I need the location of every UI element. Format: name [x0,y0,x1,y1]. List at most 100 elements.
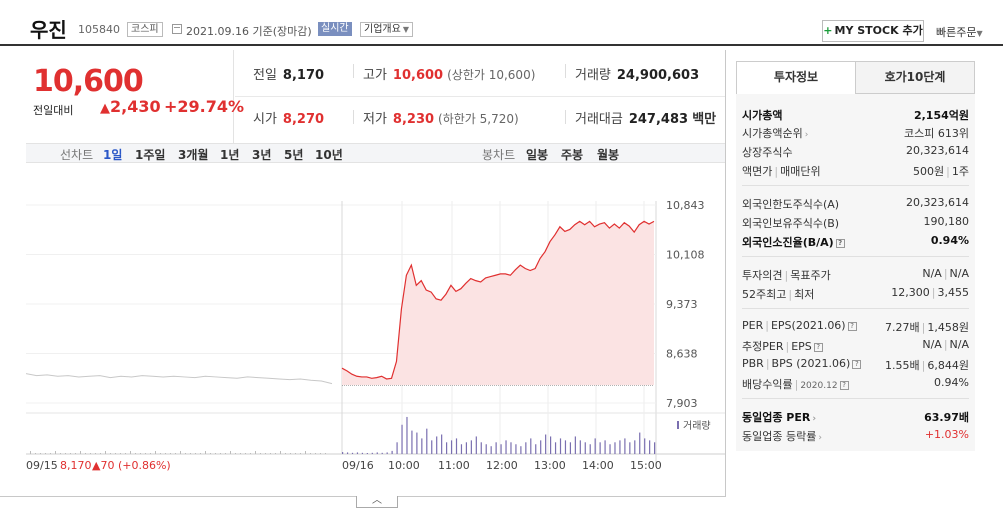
volume-bar [230,451,231,454]
realtime-button[interactable]: 실시간 [318,22,352,36]
tab-1w[interactable]: 1주일 [135,148,166,162]
volume-bar [366,453,368,454]
info-value: N/A [949,338,969,351]
info-label-pair: 52주최고 | 최저 [742,286,814,302]
x-tick-label: 09/16 [342,459,374,472]
market-cap-rank-link[interactable]: 시가총액순위 › [742,125,808,141]
volume-bar [624,438,626,454]
line-chart-label: 선차트 [60,148,94,162]
info-value: 20,323,614 [906,196,969,209]
collapse-chart-button[interactable]: ︿ [356,496,398,508]
help-icon[interactable]: ? [847,322,857,331]
y-tick-label: 8,638 [666,348,698,361]
help-icon[interactable]: ? [852,360,862,369]
volume-bar [540,440,542,454]
info-value-pair: 1.55배 | 6,844원 [885,357,969,373]
info-row: 배당수익률 | 2020.12? 0.94% [742,376,969,392]
tab-order-book[interactable]: 호가10단계 [855,61,975,94]
volume-bar [342,452,344,454]
volume-bar [125,453,126,454]
sector-change-link[interactable]: 동일업종 등락률 › [742,428,822,444]
volume-bar [200,453,201,454]
tab-daily[interactable]: 일봉 [526,148,549,162]
price-chart[interactable]: 10,843 10,108 9,373 8,638 7,903 거래량 09/15 8,170… [25,163,725,493]
quick-order-dropdown[interactable]: 빠른주문▼ [936,24,983,40]
info-row: 상장주식수 20,323,614 [742,144,969,160]
open-label: 시가 [253,112,277,127]
volume-bar [644,438,646,454]
company-overview-dropdown[interactable]: 기업개요 ▼ [360,22,413,37]
separator: | [774,165,779,178]
prev-close-label: 전일 [253,68,277,83]
quote-details: 전일 8,170 고가 10,600 (상한가 10,600) 거래량 24,900,6… [235,50,725,143]
volume-label: 거래량 [575,68,611,83]
volume-bar [654,442,656,454]
volume-bar [80,451,81,454]
volume-bar [160,453,161,454]
tab-3y[interactable]: 3년 [252,148,272,162]
volume-bar [185,453,186,454]
tab-10y[interactable]: 10년 [315,148,343,162]
volume-bar [455,438,458,454]
tab-weekly[interactable]: 주봉 [561,148,584,162]
volume-bar [45,453,46,454]
help-icon[interactable]: ? [835,239,845,248]
chart-tab-bar: 선차트 1일 1주일 3개월 1년 3년 5년 10년 봉차트 일봉 주봉 월봉 [26,143,725,163]
info-row: 동일업종 등락률 › +1.03% [742,428,969,444]
high-value: 10,600 [392,68,444,83]
info-label-group: 배당수익률 | 2020.12? [742,376,849,392]
volume-bar [460,444,463,454]
x-tick-label: 09/15 [26,459,58,472]
volume-bar [195,453,196,454]
info-row: 동일업종 PER › 63.97배 [742,409,969,425]
info-value: 0.94% [934,376,969,389]
volume: 거래량 24,900,603 [575,64,699,83]
info-row: 투자의견 | 목표주가 N/A | N/A [742,267,969,283]
tab-investment-info[interactable]: 투자정보 [736,61,856,94]
caret-down-icon: ▼ [402,25,409,34]
sector-per-link[interactable]: 동일업종 PER › [742,409,816,425]
volume-bar [649,440,651,454]
volume-bar [505,440,507,454]
volume-bar [130,451,131,454]
x-tick-label: 13:00 [534,459,566,472]
volume-bar [376,452,378,454]
info-value: 63.97배 [924,411,969,424]
volume-bar [70,453,71,454]
divider [565,110,566,124]
volume-bar [371,452,373,454]
info-value: 1주 [951,165,969,178]
volume-bar [110,453,111,454]
volume-bar [391,450,393,454]
info-label: 외국인한도주식수(A) [742,198,840,211]
tab-1d[interactable]: 1일 [103,148,123,162]
info-value: 20,323,614 [906,144,969,157]
help-icon[interactable]: ? [813,343,823,352]
info-row: 외국인보유주식수(B) 190,180 [742,215,969,231]
volume-bar [100,453,101,454]
tab-5y[interactable]: 5년 [284,148,304,162]
volume-bar [225,453,226,454]
volume-bar [135,453,136,454]
info-label: 추정PER [742,340,784,353]
volume-bar [255,451,256,454]
info-label: 최저 [794,288,815,301]
prev-close: 전일 8,170 [253,64,324,83]
tab-3m[interactable]: 3개월 [178,148,209,162]
tab-1y[interactable]: 1년 [220,148,240,162]
volume-bar [115,453,116,454]
info-value: 2,154억원 [913,109,969,122]
help-icon[interactable]: ? [839,381,849,390]
volume-bar [265,453,266,454]
add-mystock-button[interactable]: + MY STOCK 추가 [822,20,924,42]
volume-bar [475,436,477,454]
candle-chart-label: 봉차트 [482,148,516,162]
separator: | [921,321,926,334]
x-tick-label: 14:00 [582,459,614,472]
info-label: 투자의견 [742,269,783,282]
y-tick-label: 10,108 [666,249,705,262]
volume-bar [401,424,403,454]
divider [742,398,969,399]
tab-monthly[interactable]: 월봉 [597,148,620,162]
volume-bar [65,453,66,454]
